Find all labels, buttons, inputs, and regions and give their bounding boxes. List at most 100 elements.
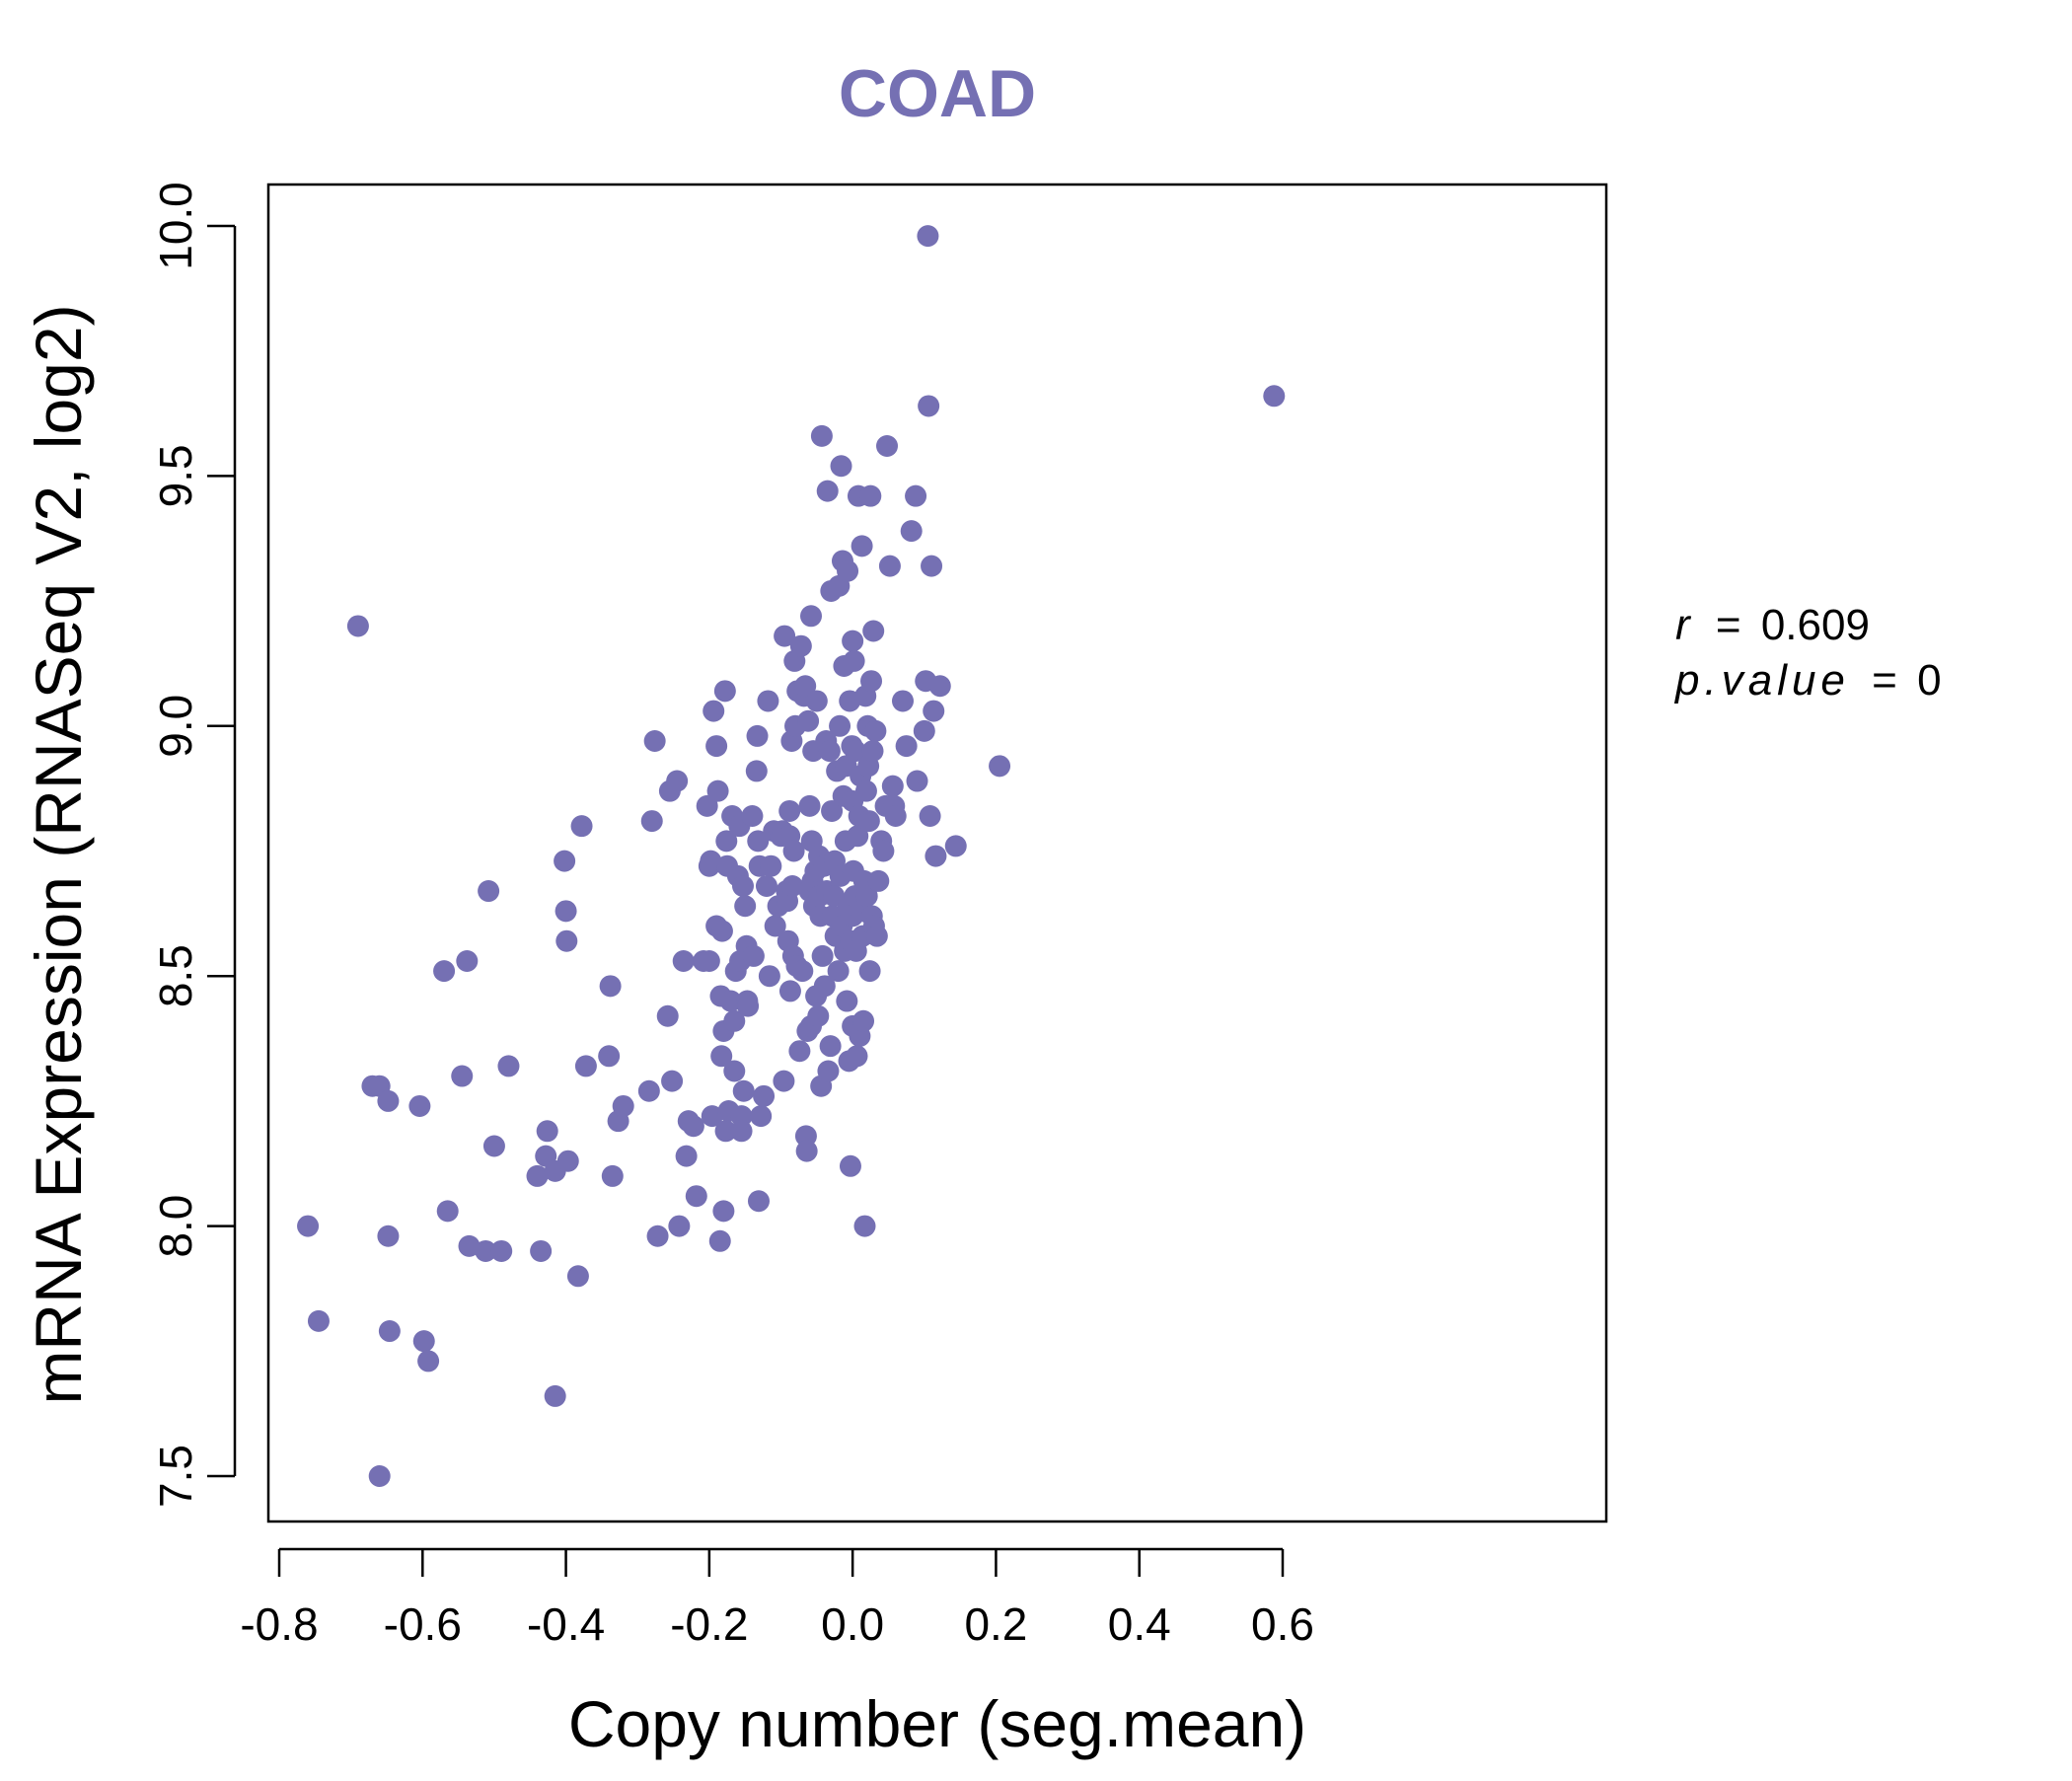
data-point: [719, 990, 742, 1012]
data-point: [807, 1004, 830, 1027]
data-point: [855, 885, 878, 908]
data-point: [741, 805, 764, 828]
data-point: [574, 1055, 597, 1077]
data-point: [451, 1065, 474, 1087]
data-point: [905, 484, 927, 507]
data-point: [836, 990, 858, 1012]
data-point: [368, 1465, 391, 1487]
data-point: [297, 1215, 320, 1237]
data-point: [570, 815, 593, 838]
x-tick-label: -0.6: [384, 1598, 462, 1650]
data-point: [482, 1135, 505, 1157]
data-point: [789, 634, 812, 657]
x-tick-label: 0.0: [821, 1598, 884, 1650]
data-point: [746, 724, 769, 747]
data-point: [566, 1265, 589, 1288]
data-point: [829, 714, 851, 737]
data-point: [685, 1185, 707, 1208]
data-point: [456, 949, 479, 972]
y-tick-label: 9.0: [150, 695, 201, 758]
data-point: [497, 1055, 520, 1077]
data-point: [782, 840, 805, 862]
data-point: [928, 675, 951, 698]
data-point: [853, 1215, 876, 1237]
data-point: [723, 1009, 746, 1032]
data-point: [475, 1239, 497, 1262]
data-point: [757, 690, 779, 712]
data-point: [878, 555, 901, 577]
data-point: [847, 825, 869, 848]
data-point: [891, 690, 914, 712]
data-point: [544, 1384, 566, 1407]
data-point: [989, 755, 1011, 778]
x-tick-label: -0.2: [670, 1598, 748, 1650]
data-point: [490, 1239, 513, 1262]
data-point: [714, 1120, 737, 1143]
data-point: [778, 980, 801, 1002]
data-point: [918, 395, 940, 417]
data-point: [852, 1009, 875, 1032]
data-point: [845, 740, 867, 763]
data-point: [661, 1070, 684, 1092]
data-point: [900, 520, 923, 543]
y-axis: 7.5 8.0 8.5 9.0 9.5 10.0: [150, 182, 237, 1508]
data-point: [377, 1089, 400, 1112]
data-point: [800, 605, 823, 628]
data-point: [723, 1060, 746, 1082]
data-point: [377, 1224, 400, 1247]
x-tick-label: 0.6: [1251, 1598, 1314, 1650]
data-point: [747, 830, 770, 853]
data-point: [555, 929, 578, 952]
data-point: [417, 1350, 440, 1373]
data-point: [378, 1320, 401, 1343]
r-value: 0.609: [1761, 601, 1870, 649]
stats-annotation: r = 0.609 p.value = 0: [1673, 601, 1942, 705]
data-point: [640, 810, 663, 833]
data-point: [764, 915, 786, 937]
p-label: p.value: [1673, 656, 1850, 705]
data-point: [599, 975, 622, 998]
data-point: [433, 960, 456, 983]
x-tick-label: -0.4: [527, 1598, 605, 1650]
data-point: [656, 1004, 679, 1027]
data-point: [700, 850, 722, 872]
data-point: [788, 1040, 811, 1063]
y-tick-label: 8.5: [150, 944, 201, 1007]
data-point: [881, 775, 904, 797]
data-point: [731, 874, 754, 897]
data-point: [734, 895, 757, 918]
x-axis: -0.8 -0.6 -0.4 -0.2 0.0 0.2 0.4 0.6: [240, 1547, 1314, 1650]
data-point: [747, 1190, 770, 1213]
p-value: 0: [1917, 656, 1941, 705]
data-point: [753, 1084, 776, 1107]
data-point: [860, 670, 883, 693]
data-point: [715, 830, 738, 853]
data-point: [408, 1094, 431, 1117]
data-point: [708, 1229, 731, 1252]
data-point: [859, 484, 882, 507]
data-point: [530, 1239, 553, 1262]
p-statistic: p.value = 0: [1673, 656, 1942, 705]
data-point: [921, 555, 943, 577]
data-point: [839, 1154, 861, 1177]
data-point: [742, 944, 765, 967]
y-tick-label: 7.5: [150, 1445, 201, 1508]
y-axis-label: mRNA Expression (RNASeq V2, log2): [22, 304, 95, 1404]
data-point: [944, 835, 967, 857]
data-point: [646, 1224, 669, 1247]
data-point: [821, 799, 844, 822]
y-tick-label: 8.0: [150, 1195, 201, 1258]
data-point: [819, 1035, 842, 1058]
data-point: [730, 1105, 753, 1128]
data-point: [794, 675, 817, 698]
data-point: [830, 455, 852, 478]
data-point: [698, 949, 720, 972]
data-point: [851, 535, 873, 557]
data-point: [913, 719, 935, 742]
data-point: [346, 615, 369, 637]
data-point: [745, 760, 768, 782]
data-point: [791, 960, 814, 983]
data-point: [816, 480, 839, 502]
data-point: [732, 1079, 755, 1102]
data-point: [436, 1200, 459, 1223]
